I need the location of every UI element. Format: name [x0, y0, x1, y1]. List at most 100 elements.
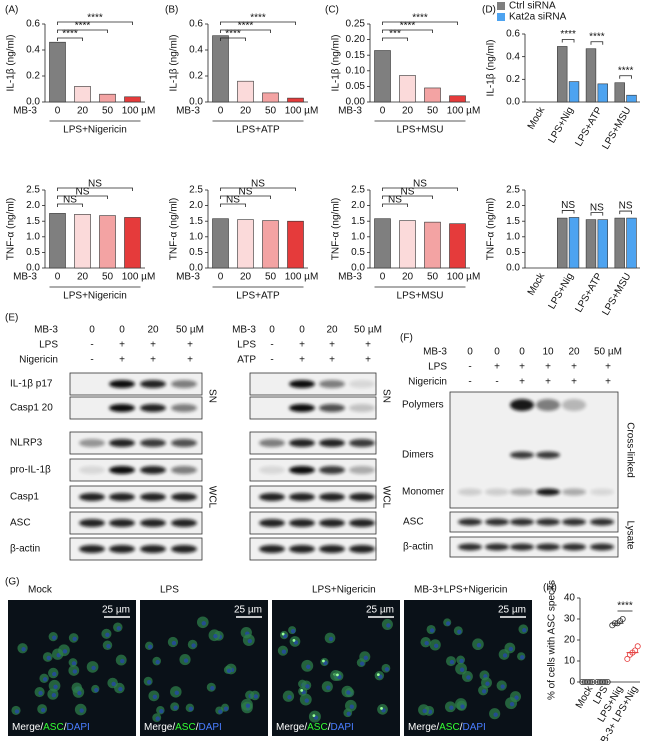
x-tick-label: LPS+MSU — [600, 271, 633, 317]
nucleus — [94, 687, 99, 693]
y-tick-label: 1.5 — [26, 216, 40, 227]
lane-label: 50 µM — [176, 325, 204, 336]
header-label: Nigericin — [19, 355, 58, 366]
significance-bracket — [220, 203, 246, 207]
nucleus — [191, 643, 196, 648]
nucleus — [466, 675, 471, 680]
blot-band — [259, 466, 285, 474]
bar — [287, 97, 304, 103]
header-label: LPS — [237, 340, 256, 351]
significance-bracket — [590, 212, 604, 216]
lane-label: 0 — [89, 325, 95, 336]
blot-band — [289, 466, 315, 474]
image-title: LPS — [160, 585, 179, 596]
y-axis-label: TNF-α (ng/ml) — [331, 198, 342, 260]
nucleus — [51, 692, 57, 698]
x-tick-label: 20 — [402, 272, 414, 283]
lane-label: + — [365, 355, 371, 366]
x-tick-label: 20 — [240, 272, 252, 283]
bar — [449, 223, 466, 269]
blot-band — [536, 488, 560, 496]
lane-label: + — [605, 362, 611, 373]
x-tick-label: 0 — [55, 272, 61, 283]
caption-part: Merge/ — [276, 722, 307, 733]
nucleus — [281, 649, 287, 654]
blot-band — [140, 380, 166, 388]
row-label: NLRP3 — [10, 438, 43, 449]
blot-band — [319, 466, 345, 474]
blot-band — [79, 466, 105, 474]
blot-band — [458, 543, 482, 551]
blot-strip — [69, 396, 203, 420]
group-label: LPS+Nigericin — [63, 291, 127, 302]
nucleus — [508, 646, 514, 652]
x-axis-label: MB-3 — [176, 272, 200, 283]
y-axis-label: % of cells with ASC specks — [547, 580, 558, 700]
x-tick-label: 20 — [402, 106, 414, 117]
y-tick-label: 1.0 — [189, 231, 203, 242]
y-tick-label: 0.2 — [26, 71, 40, 82]
nucleus — [520, 655, 525, 660]
blot-band — [536, 518, 560, 526]
lane-label: 0 — [269, 325, 275, 336]
speck — [380, 706, 383, 710]
y-tick-label: 0.6 — [506, 29, 520, 40]
nucleus — [460, 704, 465, 709]
image-title: Mock — [28, 585, 53, 596]
significance-label: NS — [413, 179, 427, 190]
nucleus — [509, 701, 515, 707]
blot-band — [140, 466, 166, 474]
bar — [626, 94, 637, 103]
lane-label: 0 — [119, 325, 125, 336]
significance-label: NS — [226, 195, 240, 206]
significance-bracket — [619, 210, 632, 215]
scale-label: 25 µm — [234, 605, 262, 616]
blot-band — [79, 439, 105, 447]
significance-bracket — [382, 187, 458, 191]
nucleus — [346, 690, 351, 695]
blot-band — [349, 404, 375, 412]
blot-band — [349, 545, 375, 553]
blot-strip — [69, 537, 203, 561]
bar — [568, 217, 580, 269]
blot-band — [590, 518, 614, 526]
blot-band — [319, 439, 345, 447]
nucleus — [183, 658, 189, 663]
nucleus — [245, 703, 251, 708]
x-tick-label: 20 — [77, 106, 89, 117]
y-axis-label: IL-1β (ng/ml) — [486, 40, 497, 97]
x-tick-label: 50 — [265, 272, 277, 283]
x-tick-label: LPS+MSU — [600, 105, 633, 151]
group-label: LPS+ATP — [236, 125, 280, 136]
caption-part: DAPI — [330, 722, 353, 733]
nucleus — [349, 704, 355, 709]
significance-label: *** — [389, 29, 401, 40]
blot-band — [289, 545, 315, 553]
row-label: pro-IL-1β — [10, 465, 51, 476]
scale-label: 25 µm — [366, 605, 394, 616]
data-point — [619, 616, 626, 623]
x-tick-label: LPS+Nig — [547, 105, 576, 145]
panel-label: (H) — [543, 583, 557, 594]
group-label: WCL — [206, 486, 217, 509]
header-label: MB-3 — [423, 347, 447, 358]
nucleus — [105, 632, 110, 637]
x-tick-label: 100 µM — [447, 106, 481, 117]
x-tick-label: 20 — [240, 106, 252, 117]
row-label: Monomer — [402, 487, 445, 498]
panel-label: (D) — [482, 5, 496, 16]
nucleus — [173, 705, 178, 710]
nucleus — [459, 667, 465, 672]
blot-band — [109, 439, 135, 447]
lane-label: + — [519, 377, 525, 388]
significance-label: **** — [412, 13, 428, 24]
significance-label: **** — [225, 29, 241, 40]
lane-label: 10 — [542, 347, 554, 358]
y-tick-label: 1.5 — [189, 216, 203, 227]
blot-band — [510, 451, 534, 459]
blot-band — [319, 519, 345, 527]
row-label: ASC — [403, 517, 424, 528]
caption: Merge/ASC/DAPI — [276, 722, 354, 733]
blot-band — [485, 488, 509, 496]
